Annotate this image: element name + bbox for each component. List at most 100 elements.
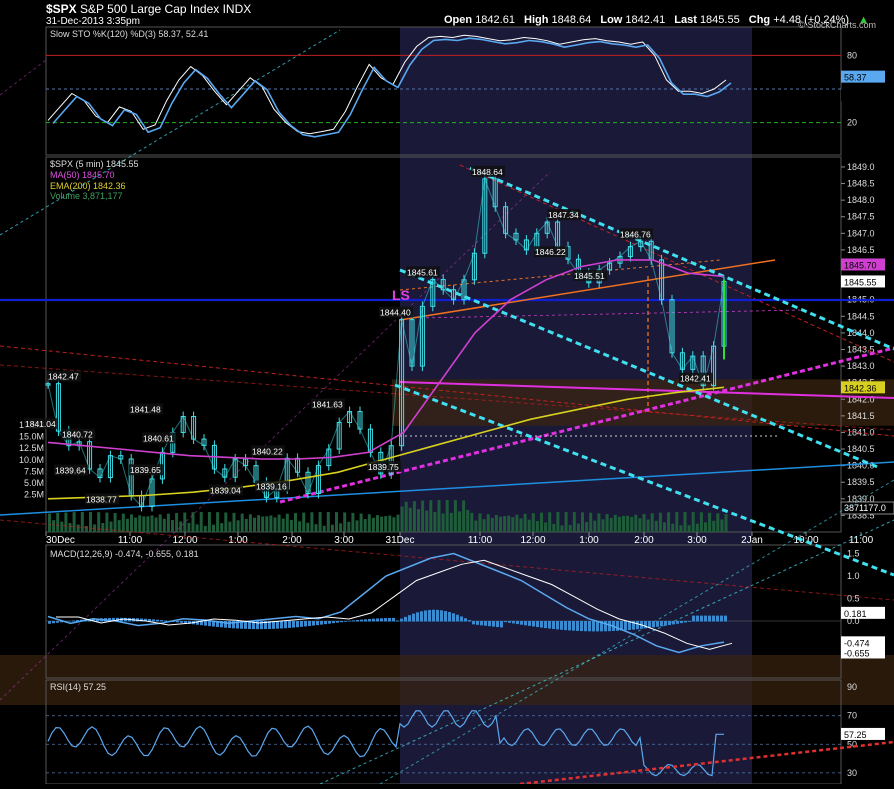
macd-hist-bar [400, 618, 403, 622]
macd-hist-bar [404, 616, 407, 622]
macd-hist-bar [316, 621, 319, 626]
macd-hist-bar [284, 621, 287, 629]
volume-bar [556, 512, 560, 532]
volume-bar [630, 517, 634, 532]
ema200-tag-box [841, 381, 885, 394]
volume-bar [175, 513, 179, 532]
macd-hist-bar [344, 621, 347, 622]
macd-hist-bar [300, 621, 303, 627]
volume-bar [285, 513, 289, 532]
macd-hist-bar [464, 618, 467, 622]
volume-bar [150, 515, 154, 532]
volume-bar [265, 516, 269, 532]
pink-diag-line [0, 171, 551, 701]
volume-bar [650, 513, 654, 532]
macd-hist-bar [536, 621, 539, 628]
annotation-box [129, 403, 163, 415]
chart-title: $SPX S&P 500 Large Cap Index INDX [46, 2, 251, 16]
volume-bar [601, 519, 605, 532]
volume-bar [470, 512, 474, 532]
volume-bar [240, 513, 244, 532]
volume-bar [68, 523, 72, 532]
volume-bar [199, 512, 203, 532]
macd-hist-tag: 0.181 [844, 609, 867, 619]
macd-hist-bar [312, 621, 315, 626]
macd-hist-bar [124, 617, 127, 622]
volume-bar [384, 516, 388, 532]
volume-bar [531, 513, 535, 532]
volume-bar [277, 514, 281, 532]
macd-hist-bar [76, 620, 79, 622]
rsi-legend: RSI(14) 57.25 [50, 682, 107, 692]
annotation-box [619, 228, 653, 240]
exchange: INDX [222, 2, 252, 16]
price-annotation: 1842.41 [680, 374, 711, 384]
macd-hist-bar [496, 621, 499, 628]
volume-bar [244, 518, 248, 532]
ma50-tag-box [841, 258, 885, 271]
macd-hist-tag-box [841, 606, 885, 619]
annotation-box [47, 370, 81, 382]
macd-hist-bar [668, 621, 671, 626]
volume-bar [162, 518, 166, 532]
volume-bar [376, 515, 379, 532]
volume-tag-box [840, 501, 894, 515]
volume-bar [228, 521, 232, 532]
macd-hist-bar [200, 621, 203, 626]
macd-hist-bar [524, 621, 527, 626]
price-tick-label: 1848.0 [847, 195, 875, 205]
macd-hist-bar [256, 621, 259, 630]
volume-bar [605, 514, 609, 532]
time-tick-label: 2:00 [634, 535, 654, 546]
price-annotation: 1839.64 [55, 466, 86, 476]
volume-bar [572, 512, 576, 532]
price-annotation: 1842.47 [48, 372, 79, 382]
volume-bar [400, 506, 404, 532]
volume-bar [125, 518, 129, 532]
high-label: High [524, 14, 549, 26]
volume-bar [347, 521, 351, 532]
price-tick-label: 1841.0 [847, 427, 875, 437]
macd-hist-bar [384, 618, 387, 622]
macd-hist-bar [700, 615, 703, 622]
macd-hist-bar [676, 621, 679, 624]
macd-hist-bar [684, 621, 687, 623]
macd-hist-bar [148, 619, 151, 622]
macd-hist-bar [628, 621, 631, 630]
macd-hist-bar [52, 621, 55, 624]
volume-bar [708, 512, 712, 532]
macd-hist-bar [416, 612, 419, 622]
volume-bar [609, 518, 613, 532]
volume-bar [466, 509, 470, 532]
volume-bar [408, 507, 412, 532]
macd-hist-bar [236, 621, 239, 629]
volume-bar [568, 525, 572, 532]
macd-hist-bar [544, 621, 547, 629]
volume-bar [486, 514, 490, 532]
macd-hist-bar [304, 621, 307, 627]
volume-bar [646, 519, 650, 532]
volume-bar [396, 514, 400, 532]
macd-hist-bar [500, 621, 503, 628]
sto-d-line [52, 37, 732, 138]
macd-hist-bar [712, 615, 715, 622]
volume-bar [281, 518, 285, 532]
price-tick-label: 1846.5 [847, 245, 875, 255]
price-annotation: 1846.22 [535, 247, 566, 257]
volume-bar [478, 513, 482, 532]
volume-bar [425, 510, 429, 532]
volume-bar [166, 513, 170, 532]
macd-hist-bar [420, 611, 423, 622]
macd-hist-bar [272, 621, 275, 629]
macd-hist-bar [672, 621, 675, 625]
price-tick-label: 1848.5 [847, 179, 875, 189]
volume-bar [52, 520, 56, 532]
rsi-value-tag-box [841, 727, 885, 740]
annotation-box [547, 209, 581, 221]
pink-diag-line-top [0, 59, 47, 96]
macd-hist-bar [156, 619, 159, 622]
volume-bar [453, 500, 457, 532]
macd-hist-bar [540, 621, 543, 628]
volume-bar [544, 522, 548, 532]
macd-hist-bar [604, 621, 607, 632]
